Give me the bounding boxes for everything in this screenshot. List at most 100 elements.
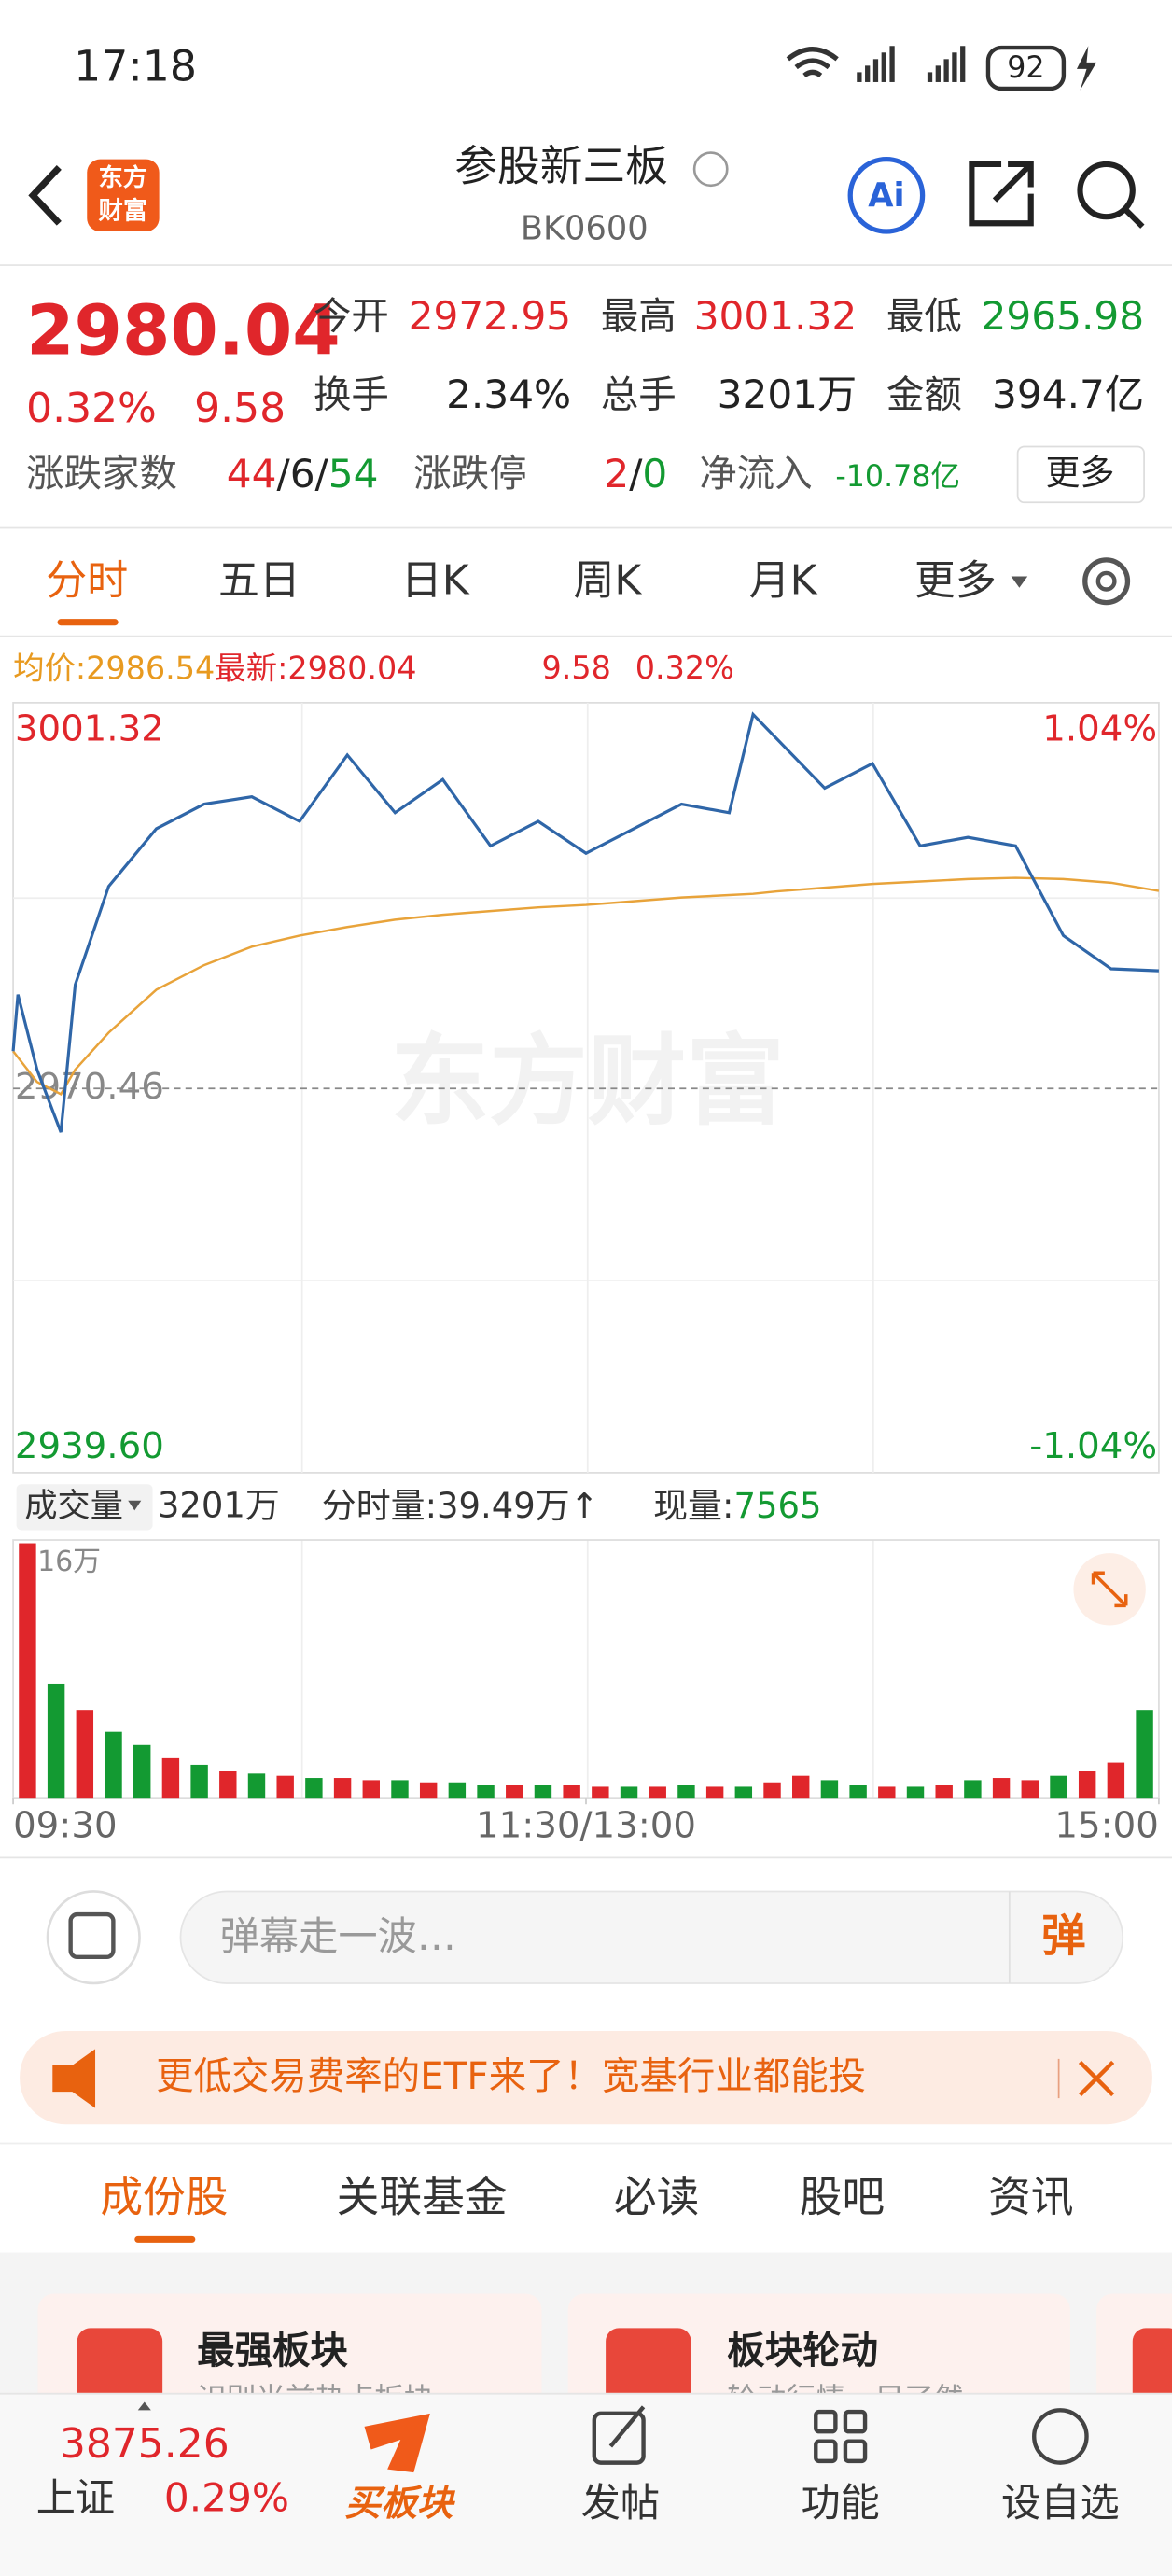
tab: 周K <box>573 556 642 604</box>
volume-bar <box>1107 1762 1125 1799</box>
nav-item[interactable]: 功能 <box>801 2480 879 2526</box>
logo-text: 东方 <box>99 163 148 192</box>
volume-bar <box>534 1785 552 1799</box>
banner[interactable] <box>20 2030 1152 2125</box>
volume-bar <box>219 1771 237 1799</box>
volume-bar <box>1136 1710 1153 1799</box>
info-icon[interactable] <box>692 151 729 188</box>
card-icon <box>1132 2328 1172 2411</box>
card[interactable] <box>37 2293 542 2426</box>
card-title: 最强板块 <box>197 2328 348 2373</box>
volume-selector[interactable] <box>16 1484 153 1531</box>
stat-value: 2972.95 <box>409 293 572 339</box>
chart-legend-part: 2980.04 <box>287 650 416 686</box>
settings-button[interactable] <box>1082 557 1131 606</box>
volume-bar <box>820 1780 839 1799</box>
expand-icon <box>1091 1571 1128 1608</box>
flow-label: 净流入 <box>699 451 812 496</box>
breadth-part: / <box>315 451 329 497</box>
chart-legend-part: 2986.54 <box>86 650 215 686</box>
chart-legend-part: 均价: <box>13 650 86 686</box>
subtab: 股吧 <box>800 2173 885 2222</box>
volume-label: 成交量 <box>24 1487 123 1525</box>
x-tick-label: 09:30 <box>13 1804 118 1846</box>
volume-bar <box>391 1780 409 1799</box>
stat-value: 3001.32 <box>694 293 858 339</box>
close-button[interactable] <box>1078 2060 1115 2097</box>
volume-bar <box>964 1780 982 1799</box>
function-icon[interactable] <box>814 2409 868 2464</box>
volume-bar <box>705 1786 724 1799</box>
current-volume-part: 7565 <box>733 1485 821 1525</box>
volume-bar <box>563 1785 580 1799</box>
index-pct: 0.29% <box>164 2475 289 2521</box>
minute-volume-part: 39.49万↑ <box>437 1485 599 1525</box>
more-button[interactable] <box>1016 445 1145 504</box>
stat-label: 总手 <box>601 372 677 417</box>
tab: 分时 <box>46 556 128 604</box>
search-button[interactable] <box>1077 161 1145 229</box>
divider <box>0 635 1172 637</box>
volume-bar <box>1078 1771 1096 1799</box>
x-tick-label: 11:30/13:00 <box>476 1804 696 1846</box>
divider <box>0 526 1172 529</box>
subtab: 必读 <box>614 2173 699 2222</box>
share-button[interactable] <box>969 161 1034 227</box>
buy-sector-icon[interactable] <box>364 2413 430 2473</box>
post-icon[interactable] <box>592 2405 646 2465</box>
legend-pct: 0.32% <box>635 650 734 686</box>
volume-bar <box>906 1786 925 1799</box>
stat-value: 2.34% <box>446 371 571 417</box>
stat-label: 最高 <box>601 293 677 338</box>
volume-bar <box>247 1773 266 1799</box>
limit: 2/0 <box>604 451 667 497</box>
comment-input[interactable] <box>179 1890 1124 1984</box>
volume-bar <box>592 1786 609 1799</box>
card[interactable] <box>567 2293 1070 2426</box>
subtab: 关联基金 <box>337 2173 508 2222</box>
x-tick-label: 15:00 <box>1054 1804 1159 1846</box>
volume-bar <box>992 1778 1011 1799</box>
subtab: 成份股 <box>100 2173 228 2222</box>
volume-bar <box>333 1778 352 1799</box>
volume-bar <box>763 1782 781 1799</box>
volume-bar <box>448 1782 467 1799</box>
volume-bar <box>477 1785 495 1799</box>
nav-item[interactable]: 发帖 <box>581 2480 660 2526</box>
battery-level: 92 <box>1007 51 1044 85</box>
nav-item[interactable]: 设自选 <box>1001 2480 1120 2526</box>
current-volume: 现量:7565 <box>653 1485 821 1525</box>
legend-change: 9.58 <box>542 650 611 686</box>
volume-bar <box>419 1782 438 1799</box>
volume-bar <box>19 1543 36 1799</box>
series-line <box>12 876 1160 1096</box>
limit-part: 0 <box>642 451 667 497</box>
watermark: 东方财富 <box>391 1024 785 1139</box>
watchlist-icon[interactable] <box>1032 2408 1089 2465</box>
volume-bar <box>849 1785 867 1799</box>
flow-value: -10.78亿 <box>835 460 960 494</box>
divider <box>0 2142 1172 2145</box>
change-pct: 0.32% <box>26 385 157 432</box>
chart-legend: 均价:2986.54最新:2980.04 <box>13 650 416 686</box>
volume-bar <box>190 1764 208 1799</box>
breadth-part: 54 <box>328 451 379 497</box>
logo-text: 财富 <box>99 196 148 225</box>
ai-button[interactable] <box>847 156 926 234</box>
volume-bar <box>935 1785 953 1799</box>
volume-bar <box>506 1785 523 1799</box>
grid <box>13 702 1159 1799</box>
minute-volume-part: 分时量: <box>322 1485 437 1525</box>
tab: 更多 <box>914 556 997 604</box>
danmaku-toggle[interactable] <box>46 1890 141 1985</box>
card-title: 板块轮动 <box>727 2328 878 2373</box>
back-button[interactable] <box>28 165 62 226</box>
breadth-part: / <box>276 451 290 497</box>
chart-legend-part: 最新: <box>215 650 287 686</box>
nav-item[interactable]: 买板块 <box>344 2483 455 2525</box>
y-tick-label: 3001.32 <box>15 707 164 749</box>
caret <box>137 2401 151 2411</box>
stat-label: 最低 <box>886 293 962 338</box>
banner-text: 更低交易费率的ETF来了！宽基行业都能投 <box>156 2053 866 2098</box>
